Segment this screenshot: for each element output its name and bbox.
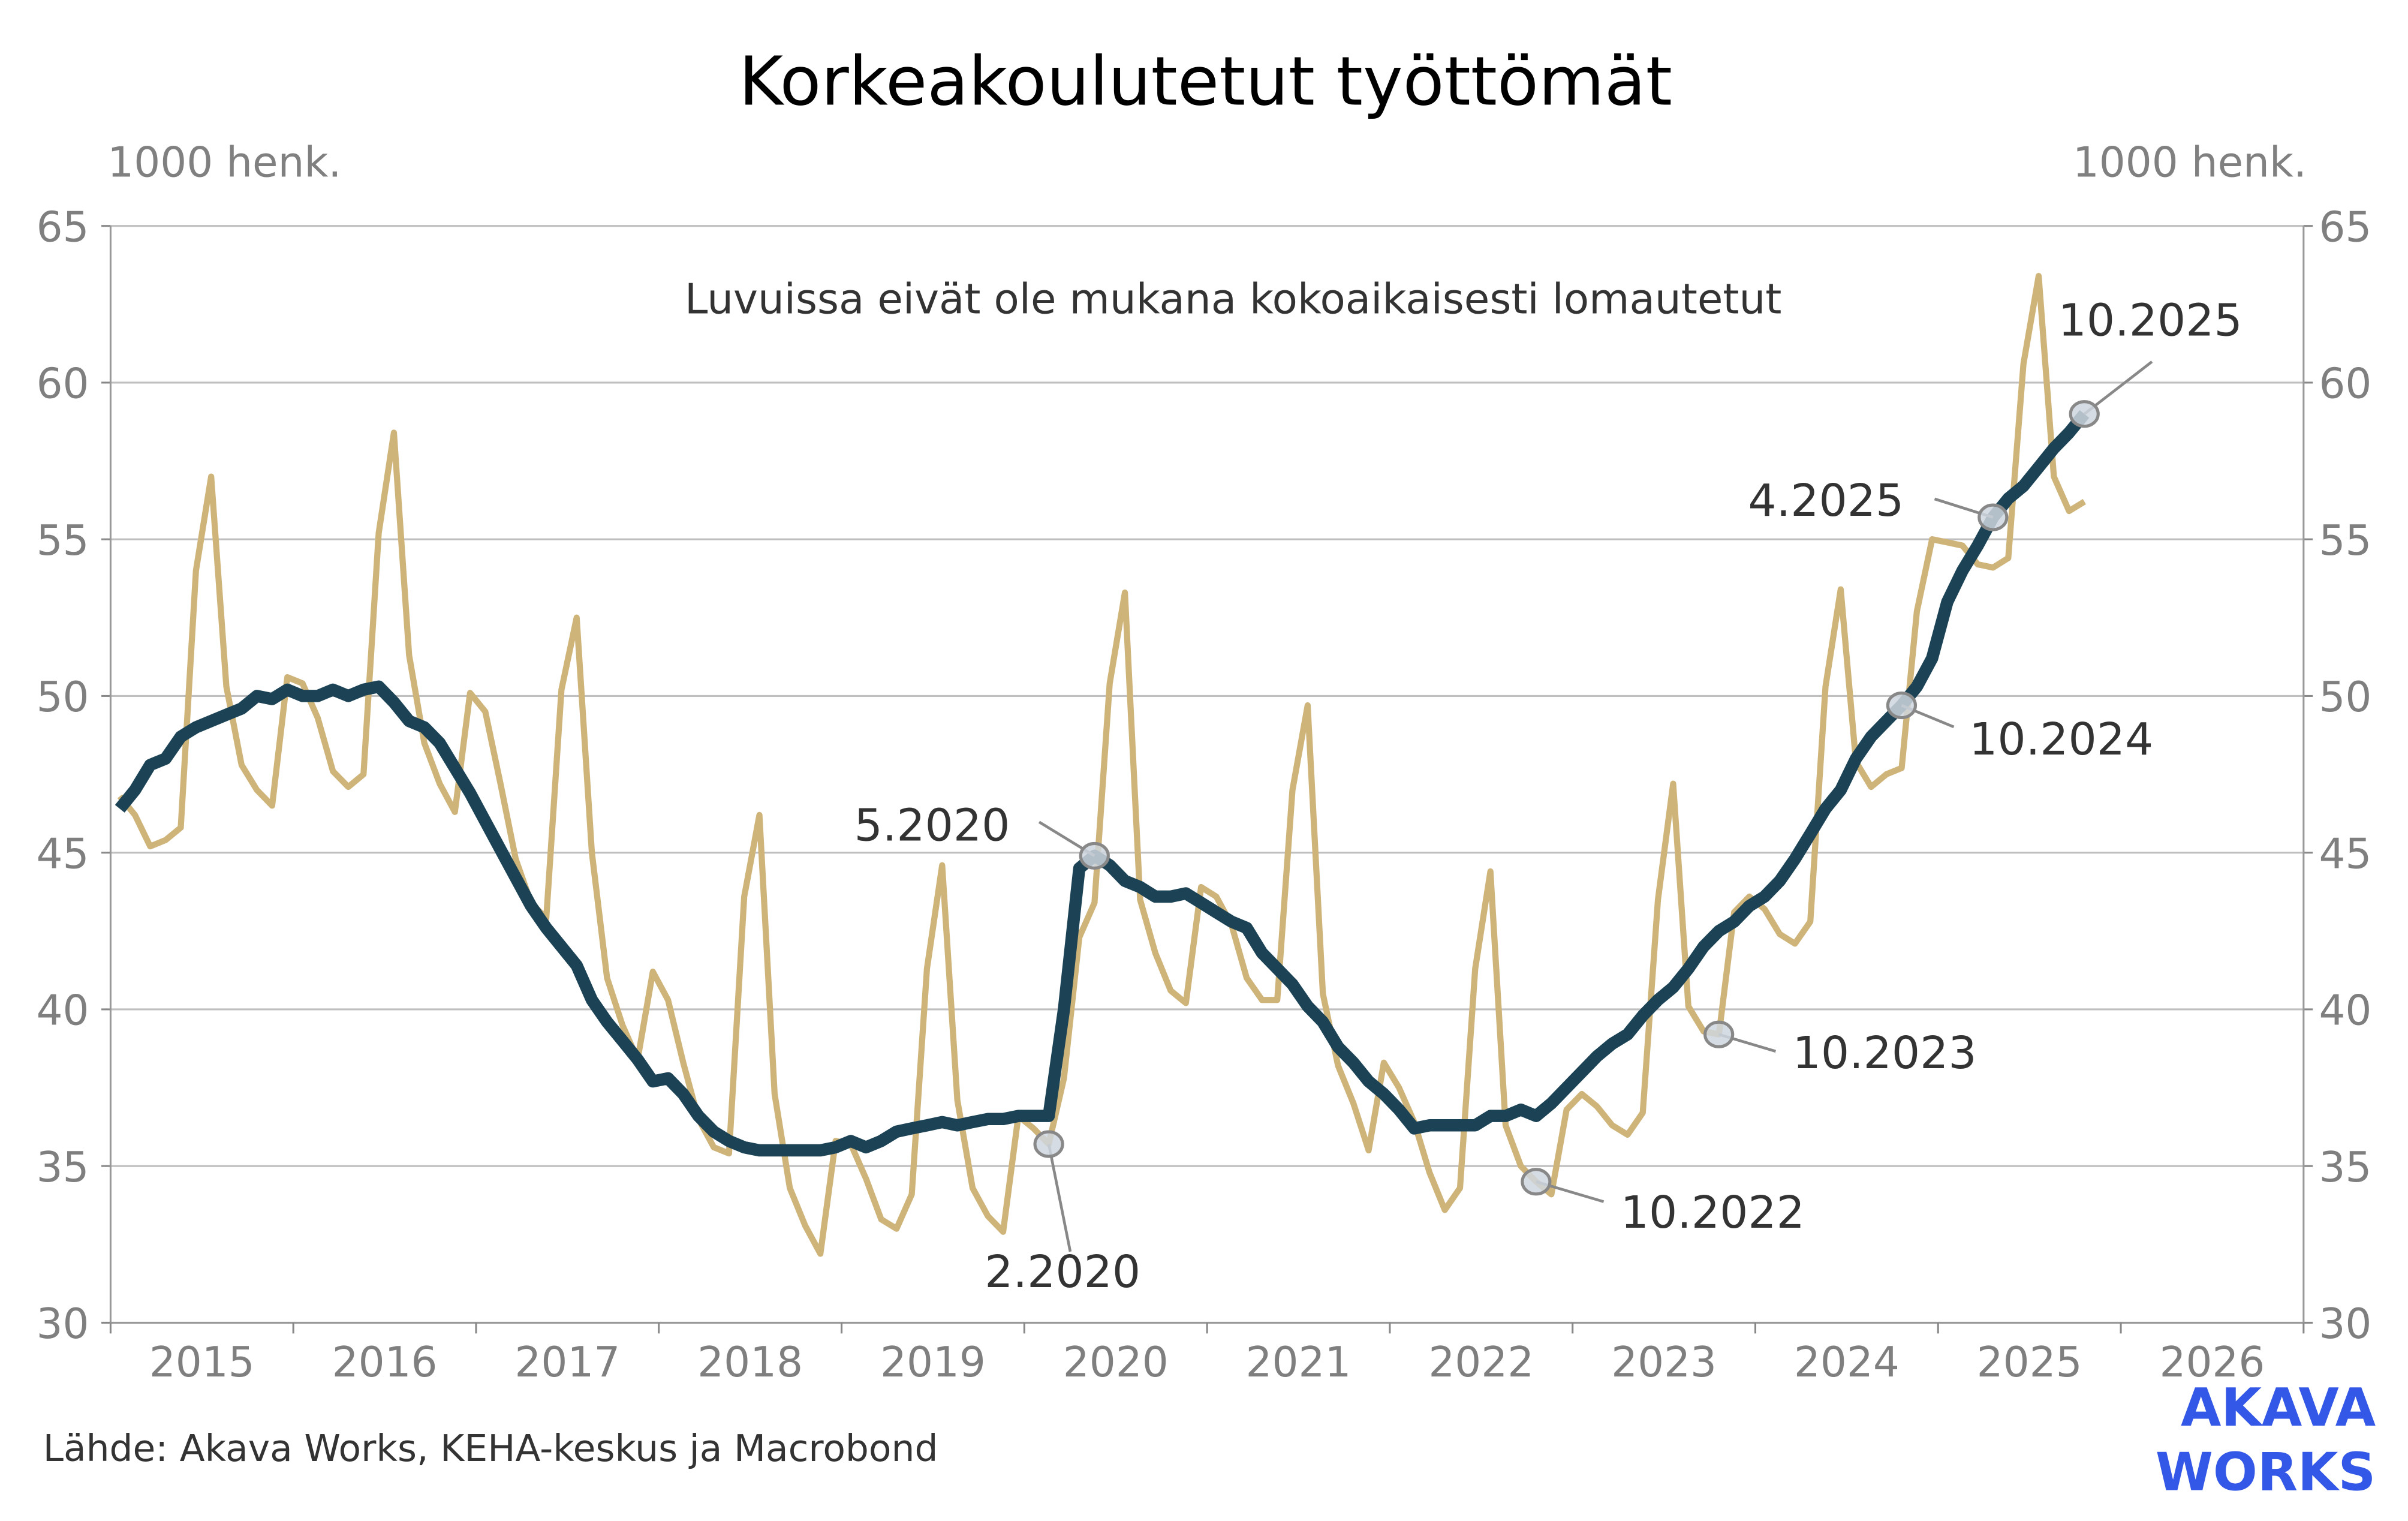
annotation-label: 10.2024 — [1969, 713, 2153, 765]
axes: 30 30 35 35 40 40 45 45 50 50 55 55 60 60 65 65 2015 2016… — [37, 203, 2372, 1387]
y-tick-label-right: 40 — [2319, 987, 2371, 1035]
annotation: 2.2020 — [985, 1130, 1140, 1298]
y-tick-label-left: 60 — [37, 360, 89, 408]
annotation: 10.2025 — [2058, 294, 2243, 428]
x-tick-label: 2023 — [1611, 1339, 1717, 1387]
chart-note: Luvuissa eivät ole mukana kokoaikaisesti… — [685, 276, 1782, 324]
y-tick-label-left: 65 — [37, 203, 89, 251]
x-tick-label: 2015 — [149, 1339, 255, 1387]
gridlines — [110, 225, 2304, 1167]
x-tick-label: 2022 — [1428, 1339, 1534, 1387]
annotation-marker — [2069, 400, 2100, 428]
y-tick-label-left: 45 — [37, 830, 89, 878]
x-tick-label: 2016 — [332, 1339, 438, 1387]
annotation-marker — [1033, 1130, 1064, 1158]
annotation-marker — [1886, 692, 1918, 720]
annotation: 10.2024 — [1886, 692, 2153, 765]
x-tick-label: 2021 — [1246, 1339, 1352, 1387]
logo-line-1: AKAVA — [2181, 1377, 2376, 1438]
annotation-label: 10.2022 — [1621, 1186, 1805, 1239]
logo-line-2: WORKS — [2156, 1442, 2376, 1503]
source-text: Lähde: Akava Works, KEHA-keskus ja Macro… — [43, 1427, 938, 1470]
annotation-label: 2.2020 — [985, 1246, 1140, 1298]
akava-works-logo: AKAVA WORKS — [2156, 1377, 2376, 1503]
chart-title: Korkeakoulutetut työttömät — [739, 41, 1672, 121]
annotation-marker — [1079, 841, 1110, 870]
annotation: 4.2025 — [1748, 474, 2009, 531]
annotation-label: 5.2020 — [854, 799, 1010, 851]
x-tick-label: 2019 — [880, 1339, 986, 1387]
annotation-label: 10.2025 — [2058, 294, 2243, 347]
y-tick-label-left: 50 — [37, 674, 89, 722]
y-tick-label-right: 50 — [2319, 674, 2371, 722]
x-tick-label: 2018 — [697, 1339, 803, 1387]
x-tick-label: 2025 — [1977, 1339, 2082, 1387]
y-tick-label-right: 45 — [2319, 830, 2371, 878]
y-tick-label-left: 55 — [37, 517, 89, 565]
y-tick-label-left: 35 — [37, 1144, 89, 1192]
y-tick-label-left: 40 — [37, 987, 89, 1035]
annotation: 10.2022 — [1521, 1168, 1805, 1239]
y-tick-label-left: 30 — [37, 1300, 89, 1348]
y-tick-label-right: 30 — [2319, 1300, 2371, 1348]
annotation-marker — [1703, 1020, 1735, 1048]
x-tick-label: 2026 — [2159, 1339, 2265, 1387]
series-line-monthly — [117, 273, 2087, 1257]
annotation: 5.2020 — [854, 799, 1110, 870]
y-tick-label-right: 55 — [2319, 517, 2371, 565]
x-tick-label: 2020 — [1063, 1339, 1169, 1387]
y-tick-label-right: 60 — [2319, 360, 2371, 408]
annotation-label: 10.2023 — [1793, 1027, 1977, 1079]
annotation-marker — [1977, 503, 2009, 531]
x-tick-label: 2017 — [514, 1339, 620, 1387]
y-axis-label-left: 1000 henk. — [107, 139, 341, 187]
annotation-label: 4.2025 — [1748, 474, 1904, 527]
series-group — [115, 273, 2090, 1257]
annotations: 2.2020 5.2020 10.2022 10.2023 10.2024 4.2025 1… — [854, 294, 2243, 1298]
annotation: 10.2023 — [1703, 1020, 1977, 1079]
y-tick-label-right: 35 — [2319, 1144, 2371, 1192]
y-axis-label-right: 1000 henk. — [2073, 139, 2307, 187]
annotation-marker — [1521, 1168, 1552, 1196]
annotation-leader-line — [1047, 1144, 1072, 1252]
x-tick-label: 2024 — [1794, 1339, 1900, 1387]
y-tick-label-right: 65 — [2319, 203, 2371, 251]
